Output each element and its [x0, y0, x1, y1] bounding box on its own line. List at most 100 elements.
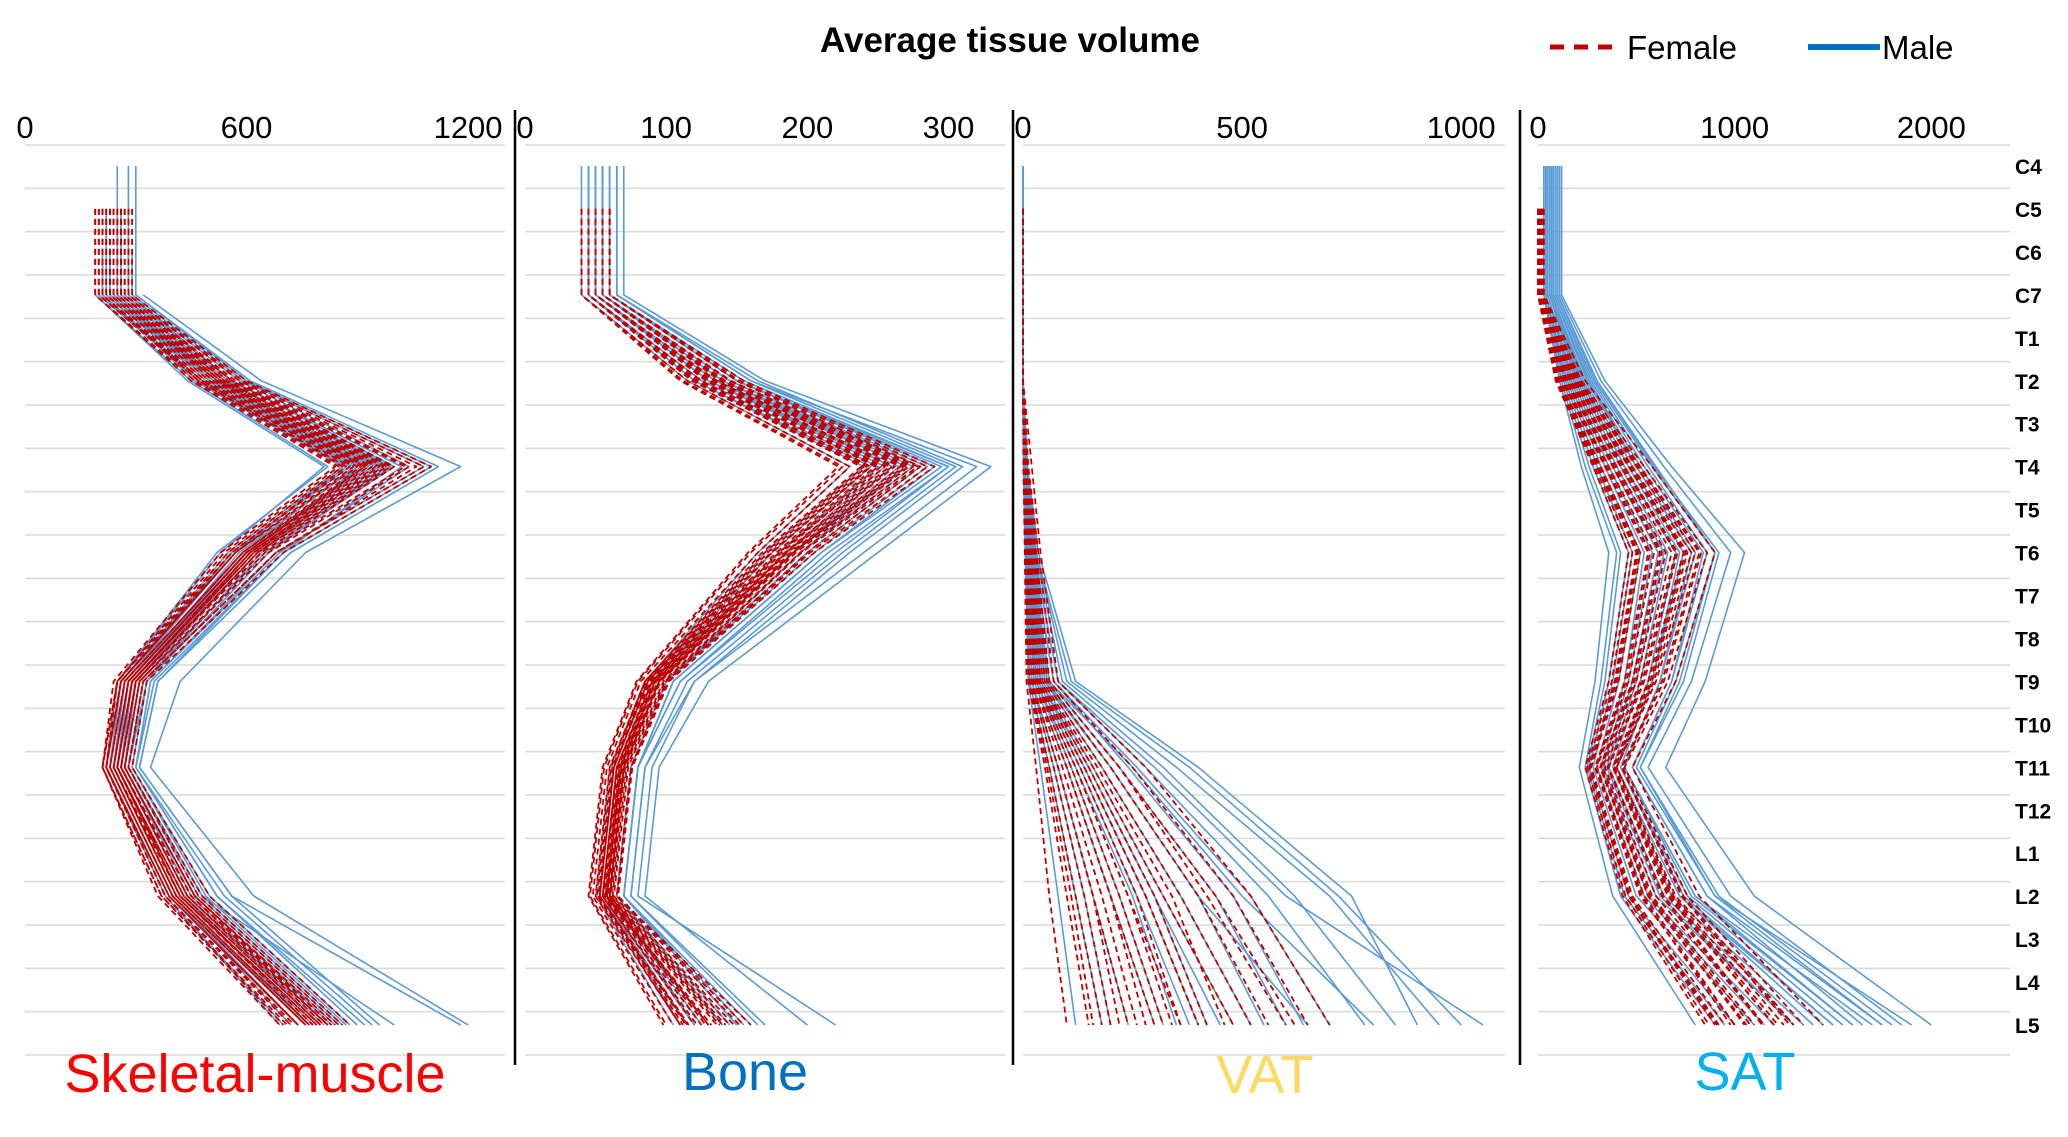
female-series-line	[1541, 208, 1779, 1026]
female-series-line	[594, 208, 882, 1026]
female-series-line	[608, 208, 929, 1026]
x-tick-label: 100	[640, 110, 692, 145]
x-tick-label: 0	[16, 110, 33, 145]
x-tick-label: 0	[516, 110, 533, 145]
female-series-line	[1022, 208, 1094, 1026]
panel-title: SAT	[1694, 1042, 1795, 1102]
level-label-l1: L1	[2015, 843, 2040, 866]
female-series-line	[101, 208, 359, 1026]
female-series-line	[1539, 208, 1765, 1026]
female-series-line	[601, 208, 910, 1026]
female-series-line	[1540, 208, 1775, 1026]
male-series-line	[1556, 166, 1883, 1026]
female-series-line	[1538, 208, 1732, 1026]
female-series-line	[587, 208, 868, 1026]
male-series-line	[1022, 166, 1221, 1026]
male-series-line	[601, 166, 929, 1026]
x-tick-label: 1200	[434, 110, 503, 145]
female-series-line	[587, 208, 865, 1026]
female-series-line	[594, 208, 893, 1026]
female-series-line	[1537, 208, 1736, 1026]
male-series-line	[601, 166, 915, 1026]
female-series-line	[1537, 208, 1716, 1026]
male-series-line	[1549, 166, 1805, 1026]
male-series-line	[1549, 166, 1795, 1026]
panel-vat: 0 500 1000 VAT	[1014, 110, 1522, 1105]
level-label-t2: T2	[2015, 371, 2040, 394]
male-series-line	[1022, 166, 1331, 1026]
female-series-line	[1541, 208, 1785, 1026]
male-series-line	[601, 166, 922, 1026]
female-series-line	[1022, 208, 1270, 1026]
female-series-line	[1022, 208, 1165, 1026]
male-series-line	[1022, 166, 1366, 1026]
panel-title: Bone	[682, 1042, 808, 1102]
female-series-line	[1022, 208, 1090, 1026]
x-tick-label: 200	[781, 110, 833, 145]
female-series-line	[97, 208, 344, 1026]
male-series-line	[615, 166, 957, 1026]
female-series-line	[1542, 208, 1805, 1026]
male-series-line	[580, 166, 851, 1026]
female-series-line	[1540, 208, 1765, 1026]
panel-sat: 0 1000 2000 SAT	[1529, 110, 2010, 1102]
female-series-line	[1537, 208, 1726, 1026]
male-series-line	[1022, 166, 1484, 1026]
female-series-line	[123, 208, 410, 1026]
male-series-line	[1551, 166, 1844, 1026]
female-series-line	[1541, 208, 1775, 1026]
female-series-line	[1022, 208, 1147, 1026]
female-series-line	[1022, 208, 1138, 1026]
female-series-line	[109, 208, 366, 1026]
male-series-line	[1552, 166, 1854, 1026]
male-series-line	[135, 294, 440, 1026]
male-series-line	[1022, 166, 1309, 1026]
female-series-line	[1539, 208, 1748, 1026]
panel-skeletal-muscle: 0 600 1200 Skeletal-muscle	[16, 110, 517, 1104]
level-label-t8: T8	[2015, 628, 2040, 651]
female-series-line	[1022, 208, 1309, 1026]
level-label-t9: T9	[2015, 671, 2040, 694]
male-series-line	[1554, 166, 1864, 1026]
x-tick-label: 0	[1014, 110, 1031, 145]
male-series-line	[608, 166, 936, 1026]
male-series-line	[109, 251, 366, 1026]
female-series-line	[1538, 208, 1736, 1026]
male-series-line	[608, 166, 943, 1026]
legend-male-label: Male	[1882, 29, 1954, 66]
female-series-line	[1537, 208, 1718, 1026]
x-tick-label: 1000	[1427, 110, 1496, 145]
male-series-line	[127, 294, 410, 1026]
level-label-c6: C6	[2015, 242, 2042, 265]
male-series-line	[1552, 166, 1873, 1026]
female-series-line	[112, 208, 381, 1026]
female-series-line	[1022, 208, 1103, 1026]
male-series-line	[1558, 166, 1903, 1026]
level-label-t5: T5	[2015, 500, 2040, 523]
level-label-c7: C7	[2015, 285, 2042, 308]
vertebral-level-axis: C4 C5 C6 C7 T1 T2 T3 T4 T5 T6 T7 T8 T9 T10 T11 T12 L1 L2 L…	[2015, 156, 2051, 1038]
male-series-line	[1022, 166, 1440, 1026]
male-series-line	[622, 166, 992, 1026]
panel-bone: 0 100 200 300 Bone	[516, 110, 1015, 1102]
female-series-line	[1022, 208, 1182, 1026]
level-label-t7: T7	[2015, 586, 2040, 609]
level-label-t6: T6	[2015, 543, 2040, 566]
female-series-line	[1542, 208, 1791, 1026]
panels: 0 600 1200 Skeletal-muscle 0 100 200 300 Bone 0 50…	[16, 110, 2010, 1105]
level-label-l4: L4	[2015, 972, 2040, 995]
male-series-line	[601, 166, 908, 1026]
level-label-l2: L2	[2015, 886, 2040, 909]
female-series-line	[594, 208, 886, 1026]
chart-title: Average tissue volume	[820, 21, 1200, 60]
female-series-line	[601, 208, 919, 1026]
female-series-line	[127, 208, 418, 1026]
level-label-t11: T11	[2015, 757, 2050, 780]
female-series-line	[594, 208, 876, 1026]
female-series-line	[105, 208, 362, 1026]
female-series-line	[594, 208, 896, 1026]
female-series-line	[1540, 208, 1763, 1026]
female-series-line	[94, 208, 337, 1026]
